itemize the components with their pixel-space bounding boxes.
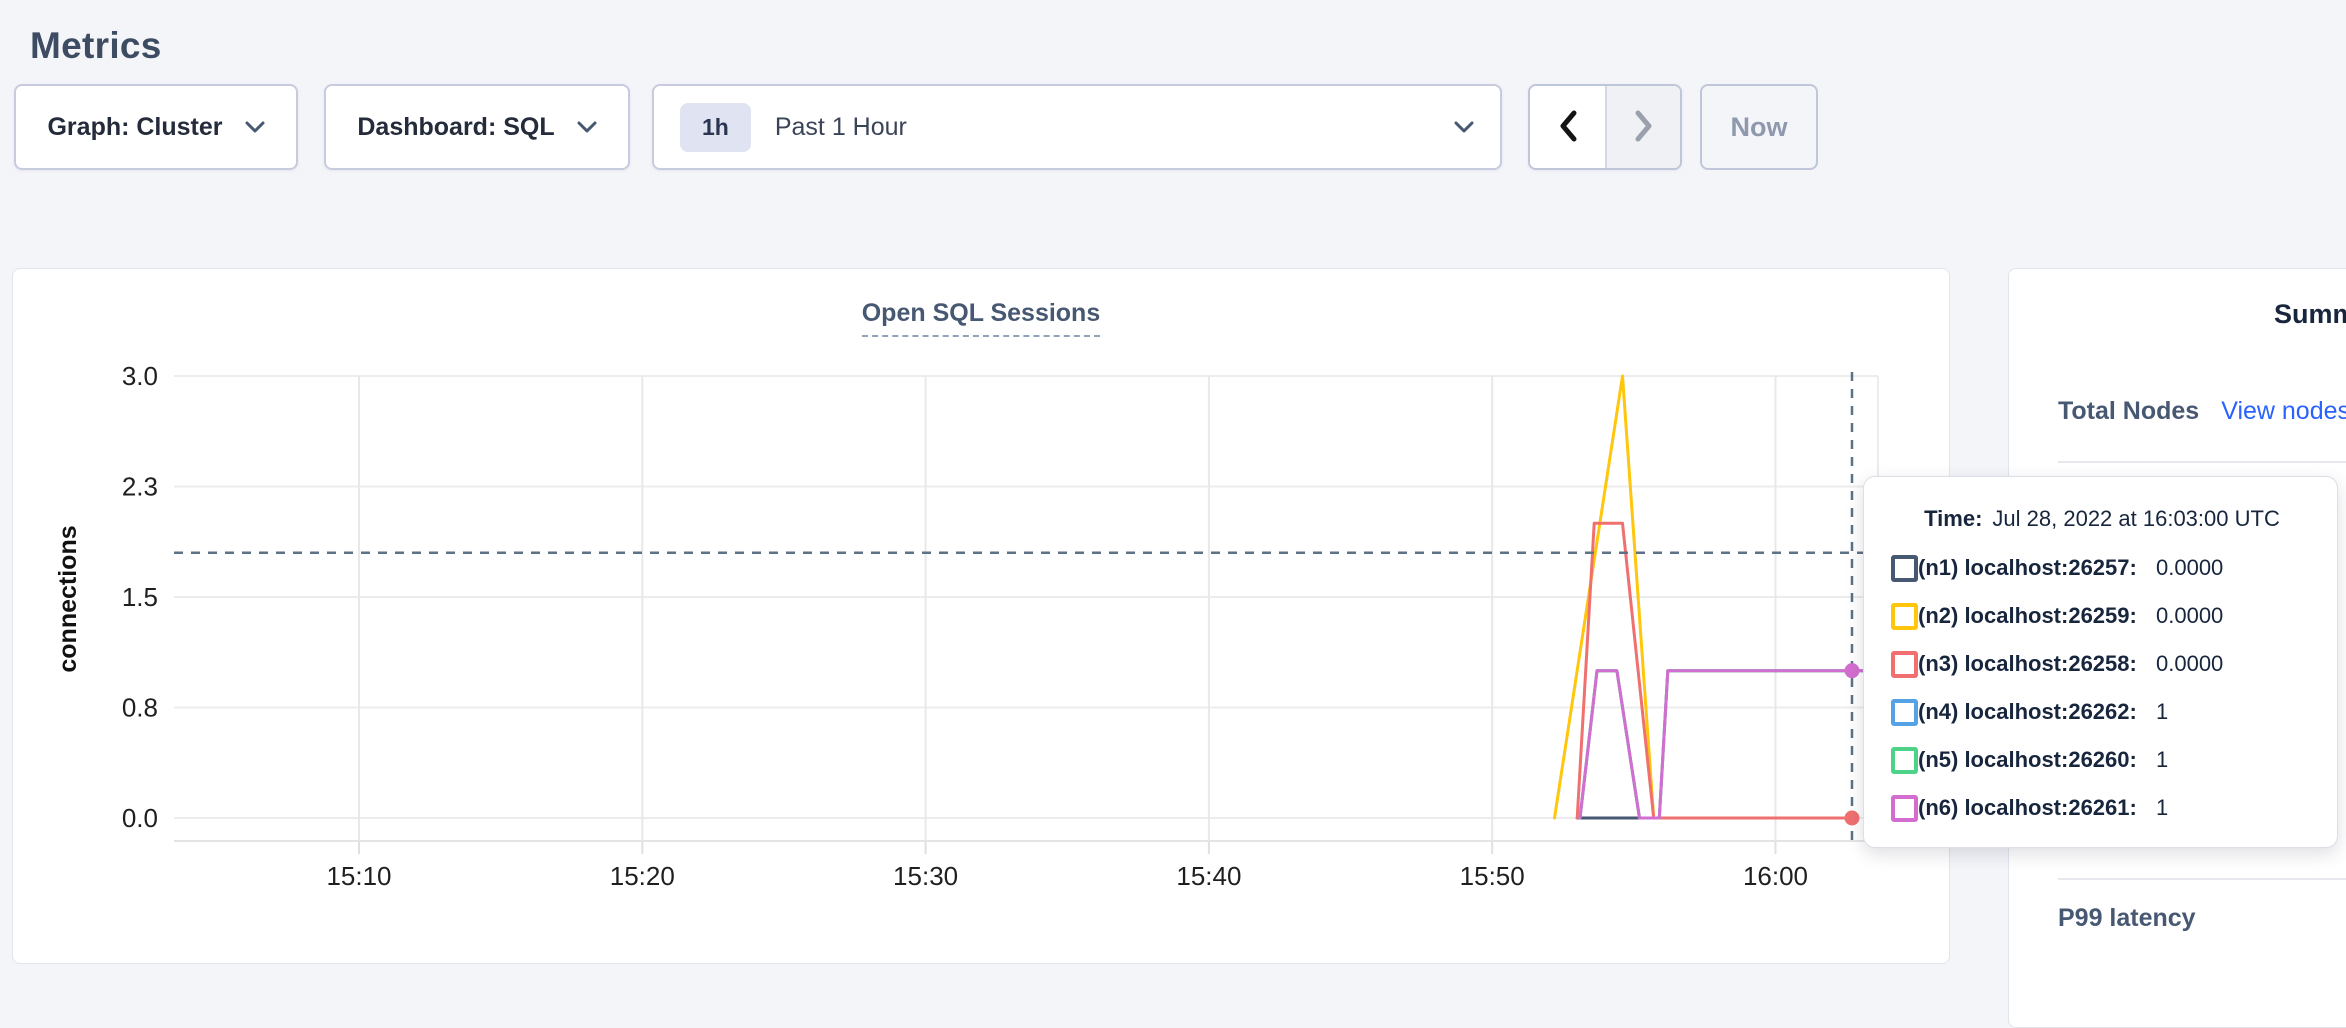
- open-sql-sessions-chart[interactable]: 0.0 0.8 1.5 2.3 3.0 15:10 15:20 15:30 15:40 15:50…: [13, 269, 1949, 963]
- chevron-down-icon: [1454, 121, 1474, 134]
- chevron-right-icon: [1633, 109, 1655, 146]
- y-tick-label: 0.8: [122, 693, 158, 723]
- tooltip-series-row: (n5) localhost:26260: 1: [1891, 736, 2337, 784]
- y-tick-label: 0.0: [122, 803, 158, 833]
- time-back-button[interactable]: [1530, 86, 1605, 168]
- series-label: (n4) localhost:26262:: [1918, 699, 2137, 724]
- time-range-label: Past 1 Hour: [774, 112, 907, 141]
- series-label: (n2) localhost:26259:: [1918, 603, 2137, 628]
- tooltip-series-row: (n2) localhost:26259: 0.0000: [1891, 592, 2337, 640]
- series-label: (n5) localhost:26260:: [1918, 747, 2137, 772]
- series-value: 0.0000: [2156, 555, 2224, 580]
- p99-latency-label: P99 latency: [2058, 904, 2196, 932]
- series-value: 0.0000: [2156, 651, 2224, 676]
- chart-title[interactable]: Open SQL Sessions: [861, 299, 1101, 337]
- tooltip-series-row: (n1) localhost:26257: 0.0000: [1891, 544, 2337, 592]
- sidebar-divider: [2058, 878, 2346, 880]
- chart-tooltip: Time: Jul 28, 2022 at 16:03:00 UTC (n1) l…: [1863, 476, 2338, 848]
- series-color-swatch: [1891, 554, 1918, 582]
- chart-card: Open SQL Sessions 0.0 0.8 1.5 2.3 3.0 15:10 15…: [12, 268, 1950, 964]
- now-button[interactable]: Now: [1700, 84, 1818, 170]
- time-forward-button[interactable]: [1605, 86, 1680, 168]
- summary-heading: Summary: [2274, 299, 2346, 329]
- time-range-badge: 1h: [680, 102, 751, 152]
- series-color-swatch: [1891, 602, 1918, 630]
- x-tick-label: 15:30: [893, 861, 958, 891]
- series-color-swatch: [1891, 698, 1918, 726]
- total-nodes-label: Total Nodes: [2058, 397, 2200, 425]
- dashboard-dropdown[interactable]: Dashboard: SQL: [324, 84, 630, 170]
- x-tick-label: 15:20: [610, 861, 675, 891]
- x-tick-label: 16:00: [1743, 861, 1808, 891]
- series-line: [1578, 669, 1879, 820]
- y-tick-label: 3.0: [122, 361, 158, 391]
- tooltip-time-label: Time:: [1924, 506, 1983, 531]
- series-value: 0.0000: [2156, 603, 2224, 628]
- series-label: (n6) localhost:26261:: [1918, 795, 2137, 820]
- chevron-down-icon: [245, 121, 265, 134]
- x-tick-label: 15:50: [1460, 861, 1525, 891]
- page-title: Metrics: [30, 24, 162, 66]
- time-range-selector[interactable]: 1h Past 1 Hour: [652, 84, 1502, 170]
- series-label: (n3) localhost:26258:: [1918, 651, 2137, 676]
- graph-dropdown-label: Graph: Cluster: [47, 112, 223, 141]
- series-value: 1: [2156, 747, 2169, 772]
- total-nodes-row: Total Nodes View nodes: [2058, 397, 2346, 426]
- series-value: 1: [2156, 699, 2169, 724]
- series-color-swatch: [1891, 746, 1918, 774]
- sidebar-divider: [2058, 461, 2346, 463]
- chevron-down-icon: [577, 121, 597, 134]
- tooltip-time-row: Time: Jul 28, 2022 at 16:03:00 UTC: [1891, 506, 2313, 532]
- graph-dropdown[interactable]: Graph: Cluster: [14, 84, 298, 170]
- series-line: [1578, 669, 1879, 820]
- tooltip-series-row: (n3) localhost:26258: 0.0000: [1891, 640, 2337, 688]
- series-color-swatch: [1891, 650, 1918, 678]
- y-axis-label: connections: [54, 525, 82, 672]
- tooltip-series-row: (n4) localhost:26262: 1: [1891, 688, 2337, 736]
- series-color-swatch: [1891, 794, 1918, 822]
- series-value: 1: [2156, 795, 2169, 820]
- y-tick-label: 1.5: [122, 582, 158, 612]
- tooltip-series-row: (n6) localhost:26261: 1: [1891, 784, 2337, 832]
- series-line: [1578, 669, 1879, 820]
- tooltip-time-value: Jul 28, 2022 at 16:03:00 UTC: [1992, 506, 2280, 531]
- series-line: [1575, 521, 1860, 820]
- chevron-left-icon: [1557, 109, 1579, 146]
- view-nodes-link[interactable]: View nodes: [2221, 397, 2346, 425]
- x-tick-label: 15:40: [1176, 861, 1241, 891]
- series-label: (n1) localhost:26257:: [1918, 555, 2137, 580]
- crosshair-dot: [1844, 810, 1860, 826]
- tooltip-series-list: (n1) localhost:26257: 0.0000 (n2) localhos…: [1891, 544, 2337, 832]
- x-tick-label: 15:10: [326, 861, 391, 891]
- dashboard-dropdown-label: Dashboard: SQL: [357, 112, 555, 141]
- time-window-pager: [1528, 84, 1682, 170]
- crosshair-dot: [1844, 663, 1860, 679]
- y-tick-label: 2.3: [122, 472, 158, 502]
